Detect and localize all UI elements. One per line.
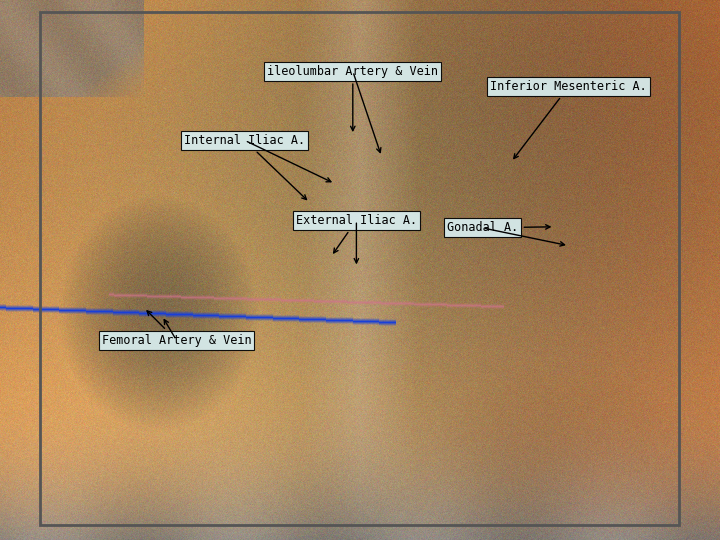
Text: Gonadal A.: Gonadal A. [447, 221, 550, 234]
Bar [40, 12, 679, 525]
Text: Femoral Artery & Vein: Femoral Artery & Vein [102, 311, 251, 347]
Text: Internal Iliac A.: Internal Iliac A. [184, 134, 307, 199]
Text: ileolumbar Artery & Vein: ileolumbar Artery & Vein [267, 65, 438, 131]
Text: Inferior Mesenteric A.: Inferior Mesenteric A. [490, 80, 647, 159]
Text: External Iliac A.: External Iliac A. [296, 214, 417, 253]
